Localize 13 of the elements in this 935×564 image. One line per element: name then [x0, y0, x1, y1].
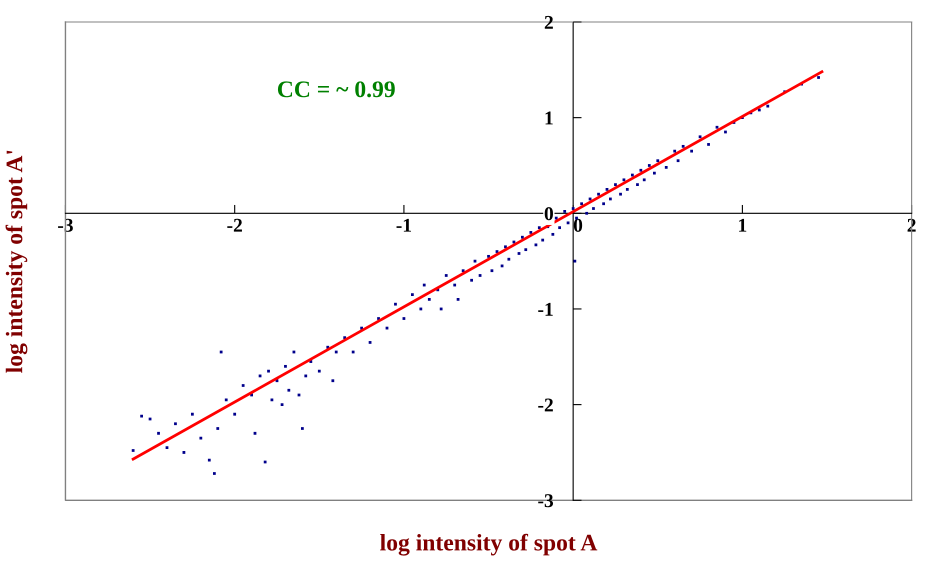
y-tick-label: -3	[538, 494, 554, 508]
x-tick-label: 1	[739, 218, 746, 232]
y-tick-label: -1	[538, 302, 553, 316]
x-tick-label: -1	[396, 218, 412, 232]
annotation: CC = ~ 0.99	[278, 81, 395, 98]
y-tick-label: -2	[538, 398, 553, 412]
x-axis-title: log intensity of spot A	[380, 534, 598, 556]
y-tick-label: 1	[546, 112, 553, 124]
y-tick-label: 2	[544, 16, 553, 29]
y-tick-label: 0	[544, 207, 553, 220]
x-tick-label: -2	[227, 218, 242, 232]
x-tick-label: 0	[574, 218, 582, 232]
y-axis-title: log intensity of spot A'	[6, 150, 28, 373]
